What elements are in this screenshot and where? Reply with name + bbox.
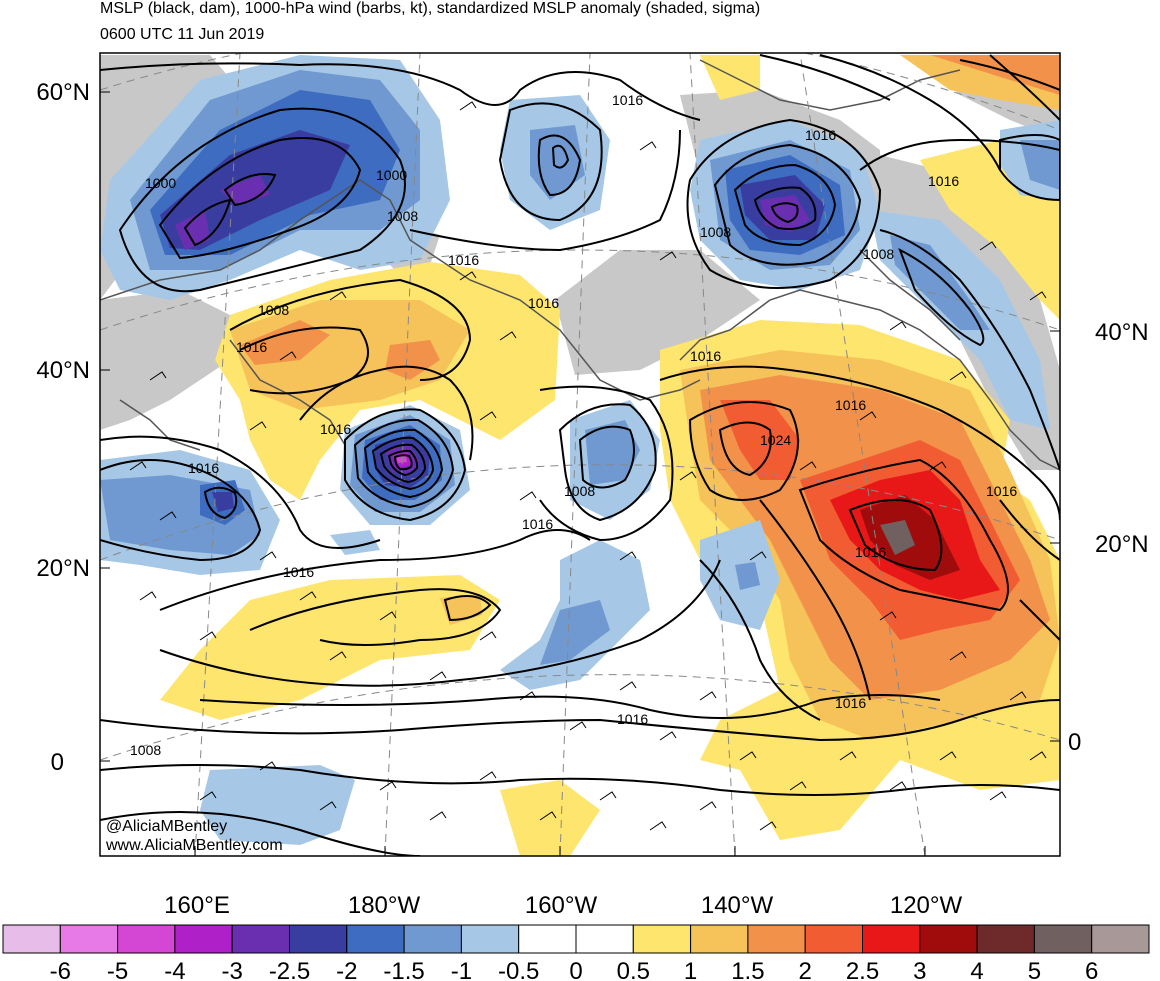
isobar-label: 1024	[760, 432, 791, 448]
colorbar-swatch	[747, 924, 806, 954]
isobar-label: 1016	[283, 564, 314, 580]
colorbar-tick-label: 2.5	[846, 958, 879, 981]
lon-label: 120°W	[890, 892, 963, 919]
isobar-label: 1000	[145, 175, 176, 191]
lon-label: 180°W	[348, 892, 421, 919]
colorbar-swatch	[117, 924, 176, 954]
map-title: MSLP (black, dam), 1000-hPa wind (barbs,…	[100, 0, 761, 17]
colorbar-swatch	[174, 924, 233, 954]
isobar-label: 1008	[387, 208, 418, 224]
isobar-label: 1016	[835, 397, 866, 413]
isobar-label: 1008	[863, 246, 894, 262]
coastlines	[100, 59, 1060, 471]
isobar-label: 1016	[188, 460, 219, 476]
isobar-label: 1016	[320, 421, 351, 437]
isobar-labels: 1016 1016 1000 1000 1008 1008 1016 1008 …	[130, 92, 1017, 758]
colorbar-tick-label: -4	[164, 958, 185, 981]
colorbar-tick-label: -5	[107, 958, 128, 981]
lat-label-right: 40°N	[1095, 319, 1149, 346]
colorbar-swatch	[919, 924, 978, 954]
isobar-label: 1008	[258, 302, 289, 318]
isobar-label: 1016	[855, 544, 886, 560]
isobar-label: 1016	[236, 339, 267, 355]
valid-time: 0600 UTC 11 Jun 2019	[100, 26, 265, 43]
isobar-label: 1016	[805, 127, 836, 143]
lat-label-left: 0	[51, 749, 64, 776]
colorbar-tick-label: 3	[913, 958, 926, 981]
colorbar-swatch	[59, 924, 119, 954]
isobar-label: 1016	[448, 252, 479, 268]
isobar-label: 1016	[835, 695, 866, 711]
map-field: 1016 1016 1000 1000 1008 1008 1016 1008 …	[100, 53, 1060, 856]
isobar-label: 1000	[376, 167, 407, 183]
colorbar-tick-label: -3	[222, 958, 243, 981]
map-frame	[99, 52, 1061, 857]
colorbar-tick-label: -6	[50, 958, 71, 981]
isobar-label: 1016	[986, 483, 1017, 499]
colorbar-swatch	[460, 924, 520, 954]
credit-website: www.AliciaMBentley.com	[105, 837, 283, 854]
negative-anomaly-shading	[100, 55, 1060, 845]
colorbar-tick-label: 5	[1028, 958, 1041, 981]
colorbar-tick-label: -0.5	[498, 958, 539, 981]
colorbar-swatch	[231, 924, 290, 954]
isobar-label: 1008	[130, 742, 161, 758]
colorbar-swatch	[632, 924, 692, 954]
positive-anomaly-shading	[160, 55, 1060, 856]
lat-label-right: 20°N	[1095, 531, 1149, 558]
colorbar-tick-label: 6	[1085, 958, 1098, 981]
lat-label-left: 60°N	[36, 79, 90, 106]
isobar-label: 1008	[700, 224, 731, 240]
colorbar-tick-label: -2	[336, 958, 357, 981]
colorbar-tick-label: -1	[451, 958, 472, 981]
isobar-label: 1016	[617, 711, 648, 727]
isobars	[100, 54, 1060, 856]
isobar-label: 1016	[522, 516, 553, 532]
colorbar-swatch	[289, 924, 348, 954]
colorbar-swatch	[403, 924, 462, 954]
colorbar-swatch	[804, 924, 864, 954]
lon-label: 140°W	[701, 892, 774, 919]
colorbar-tick-label: -1.5	[383, 958, 424, 981]
isobar-label: 1008	[564, 483, 595, 499]
wind-barbs	[129, 101, 1047, 831]
colorbar-tick-label: 2	[799, 958, 812, 981]
colorbar-swatch	[690, 924, 749, 954]
lat-label-right: 0	[1068, 729, 1081, 756]
colorbar-tick-label: 0.5	[617, 958, 650, 981]
colorbar-swatch	[976, 924, 1035, 954]
credit-handle: @AliciaMBentley	[106, 818, 227, 835]
isobar-label: 1016	[612, 92, 643, 108]
colorbar-swatch	[346, 924, 405, 954]
colorbar-tick-label: 4	[970, 958, 983, 981]
isobar-label: 1016	[928, 173, 959, 189]
colorbar: -6 -5 -4 -3 -2.5 -2 -1.5 -1 -0.5 0 0.5 1 1.5 2 2.5 3 4 5 6	[2, 924, 1150, 981]
colorbar-tick-label: 1	[684, 958, 697, 981]
lat-label-left: 40°N	[36, 357, 90, 384]
colorbar-swatch	[1033, 924, 1093, 954]
colorbar-swatch	[1091, 924, 1150, 954]
isobar-label: 1016	[528, 295, 559, 311]
colorbar-swatch	[575, 924, 634, 954]
lon-label: 160°W	[525, 892, 598, 919]
colorbar-swatch	[862, 924, 921, 954]
lon-label: 160°E	[164, 892, 230, 919]
lat-label-left: 20°N	[36, 555, 90, 582]
colorbar-tick-label: 1.5	[731, 958, 764, 981]
colorbar-swatch	[2, 924, 61, 954]
colorbar-tick-label: -2.5	[269, 958, 310, 981]
colorbar-tick-label: 0	[569, 958, 582, 981]
isobar-label: 1016	[690, 348, 721, 364]
colorbar-swatch	[518, 924, 577, 954]
frame-ticks	[100, 91, 1060, 856]
